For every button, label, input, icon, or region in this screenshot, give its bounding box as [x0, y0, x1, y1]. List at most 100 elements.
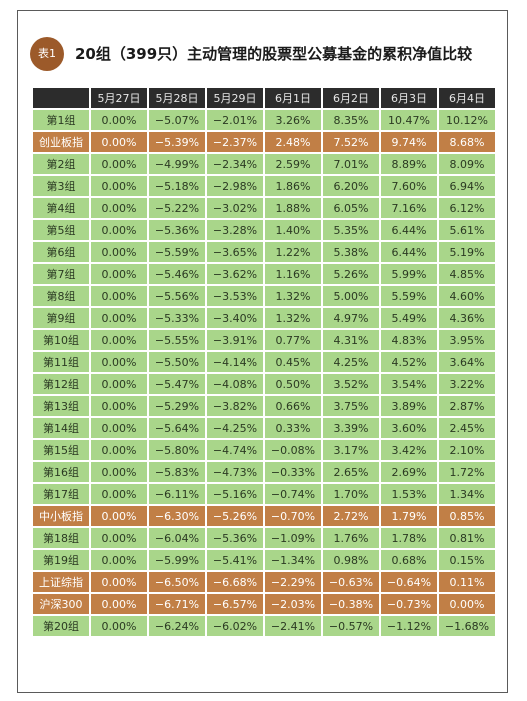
value-cell: −1.09% — [265, 528, 321, 548]
data-table-wrapper: 5月27日 5月28日 5月29日 6月1日 6月2日 6月3日 6月4日 第1组 0.00%… — [31, 86, 497, 638]
value-cell: −3.02% — [207, 198, 263, 218]
value-cell: 3.42% — [381, 440, 437, 460]
value-cell: −2.03% — [265, 594, 321, 614]
value-cell: 0.00% — [91, 242, 147, 262]
value-cell: −2.37% — [207, 132, 263, 152]
value-cell: 0.00% — [91, 286, 147, 306]
value-cell: 1.40% — [265, 220, 321, 240]
value-cell: 3.26% — [265, 110, 321, 130]
row-label: 第7组 — [33, 264, 89, 284]
value-cell: −1.12% — [381, 616, 437, 636]
value-cell: 2.65% — [323, 462, 379, 482]
value-cell: 3.95% — [439, 330, 495, 350]
value-cell: 4.60% — [439, 286, 495, 306]
value-cell: 3.54% — [381, 374, 437, 394]
value-cell: −5.26% — [207, 506, 263, 526]
value-cell: −5.36% — [149, 220, 205, 240]
value-cell: 0.00% — [91, 308, 147, 328]
value-cell: −0.63% — [323, 572, 379, 592]
row-label: 第19组 — [33, 550, 89, 570]
value-cell: −3.28% — [207, 220, 263, 240]
value-cell: 1.22% — [265, 242, 321, 262]
table-row: 第2组 0.00% −4.99% −2.34% 2.59% 7.01% 8.89% 8.09% — [33, 154, 495, 174]
value-cell: −5.99% — [149, 550, 205, 570]
value-cell: −0.64% — [381, 572, 437, 592]
table-title: 20组（399只）主动管理的股票型公募基金的累积净值比较 — [75, 45, 473, 63]
header-corner-cell — [33, 88, 89, 108]
value-cell: 0.81% — [439, 528, 495, 548]
table-row: 第19组 0.00% −5.99% −5.41% −1.34% 0.98% 0.68% 0.1… — [33, 550, 495, 570]
value-cell: −2.98% — [207, 176, 263, 196]
value-cell: 1.79% — [381, 506, 437, 526]
value-cell: 0.11% — [439, 572, 495, 592]
table-row: 沪深300 0.00% −6.71% −6.57% −2.03% −0.38% −0.73%… — [33, 594, 495, 614]
value-cell: 1.16% — [265, 264, 321, 284]
value-cell: 6.20% — [323, 176, 379, 196]
table-row: 第20组 0.00% −6.24% −6.02% −2.41% −0.57% −1.12% −… — [33, 616, 495, 636]
value-cell: 0.00% — [91, 440, 147, 460]
value-cell: 1.32% — [265, 308, 321, 328]
row-label: 第4组 — [33, 198, 89, 218]
value-cell: 3.75% — [323, 396, 379, 416]
value-cell: −2.01% — [207, 110, 263, 130]
value-cell: −5.50% — [149, 352, 205, 372]
value-cell: −3.53% — [207, 286, 263, 306]
value-cell: −5.47% — [149, 374, 205, 394]
table-header-bar: 表1 20组（399只）主动管理的股票型公募基金的累积净值比较 — [18, 35, 507, 73]
value-cell: 0.50% — [265, 374, 321, 394]
value-cell: 7.01% — [323, 154, 379, 174]
value-cell: 2.45% — [439, 418, 495, 438]
value-cell: 0.00% — [91, 594, 147, 614]
value-cell: −5.59% — [149, 242, 205, 262]
value-cell: −3.40% — [207, 308, 263, 328]
value-cell: 5.38% — [323, 242, 379, 262]
value-cell: −0.74% — [265, 484, 321, 504]
table-header-row: 5月27日 5月28日 5月29日 6月1日 6月2日 6月3日 6月4日 — [33, 88, 495, 108]
value-cell: 8.89% — [381, 154, 437, 174]
table-row: 第6组 0.00% −5.59% −3.65% 1.22% 5.38% 6.44% 5.19% — [33, 242, 495, 262]
value-cell: −6.24% — [149, 616, 205, 636]
value-cell: 10.12% — [439, 110, 495, 130]
table-row: 中小板指 0.00% −6.30% −5.26% −0.70% 2.72% 1.79% 0.8… — [33, 506, 495, 526]
table-row: 第13组 0.00% −5.29% −3.82% 0.66% 3.75% 3.89% 2.87… — [33, 396, 495, 416]
value-cell: 2.69% — [381, 462, 437, 482]
value-cell: −0.70% — [265, 506, 321, 526]
value-cell: −6.68% — [207, 572, 263, 592]
value-cell: 6.05% — [323, 198, 379, 218]
value-cell: −6.02% — [207, 616, 263, 636]
figure-frame: 表1 20组（399只）主动管理的股票型公募基金的累积净值比较 5月27日 5月2… — [17, 10, 508, 693]
value-cell: −5.29% — [149, 396, 205, 416]
table-row: 第12组 0.00% −5.47% −4.08% 0.50% 3.52% 3.54% 3.22… — [33, 374, 495, 394]
value-cell: 1.53% — [381, 484, 437, 504]
value-cell: 0.00% — [91, 198, 147, 218]
row-label: 第1组 — [33, 110, 89, 130]
row-label: 第8组 — [33, 286, 89, 306]
row-label: 中小板指 — [33, 506, 89, 526]
value-cell: −0.33% — [265, 462, 321, 482]
row-label: 第3组 — [33, 176, 89, 196]
value-cell: 4.83% — [381, 330, 437, 350]
value-cell: 0.98% — [323, 550, 379, 570]
value-cell: 4.52% — [381, 352, 437, 372]
value-cell: 1.86% — [265, 176, 321, 196]
value-cell: −0.73% — [381, 594, 437, 614]
row-label: 第9组 — [33, 308, 89, 328]
value-cell: 1.72% — [439, 462, 495, 482]
value-cell: 0.00% — [91, 154, 147, 174]
value-cell: 0.33% — [265, 418, 321, 438]
row-label: 第14组 — [33, 418, 89, 438]
value-cell: 0.00% — [91, 330, 147, 350]
table-row: 第9组 0.00% −5.33% −3.40% 1.32% 4.97% 5.49% 4.36% — [33, 308, 495, 328]
value-cell: 0.00% — [91, 110, 147, 130]
data-table: 5月27日 5月28日 5月29日 6月1日 6月2日 6月3日 6月4日 第1组 0.00%… — [31, 86, 497, 638]
value-cell: 8.35% — [323, 110, 379, 130]
value-cell: 4.85% — [439, 264, 495, 284]
row-label: 第11组 — [33, 352, 89, 372]
value-cell: −6.50% — [149, 572, 205, 592]
value-cell: −5.18% — [149, 176, 205, 196]
value-cell: −5.56% — [149, 286, 205, 306]
value-cell: 0.00% — [91, 528, 147, 548]
value-cell: −3.82% — [207, 396, 263, 416]
row-label: 第12组 — [33, 374, 89, 394]
value-cell: −5.83% — [149, 462, 205, 482]
